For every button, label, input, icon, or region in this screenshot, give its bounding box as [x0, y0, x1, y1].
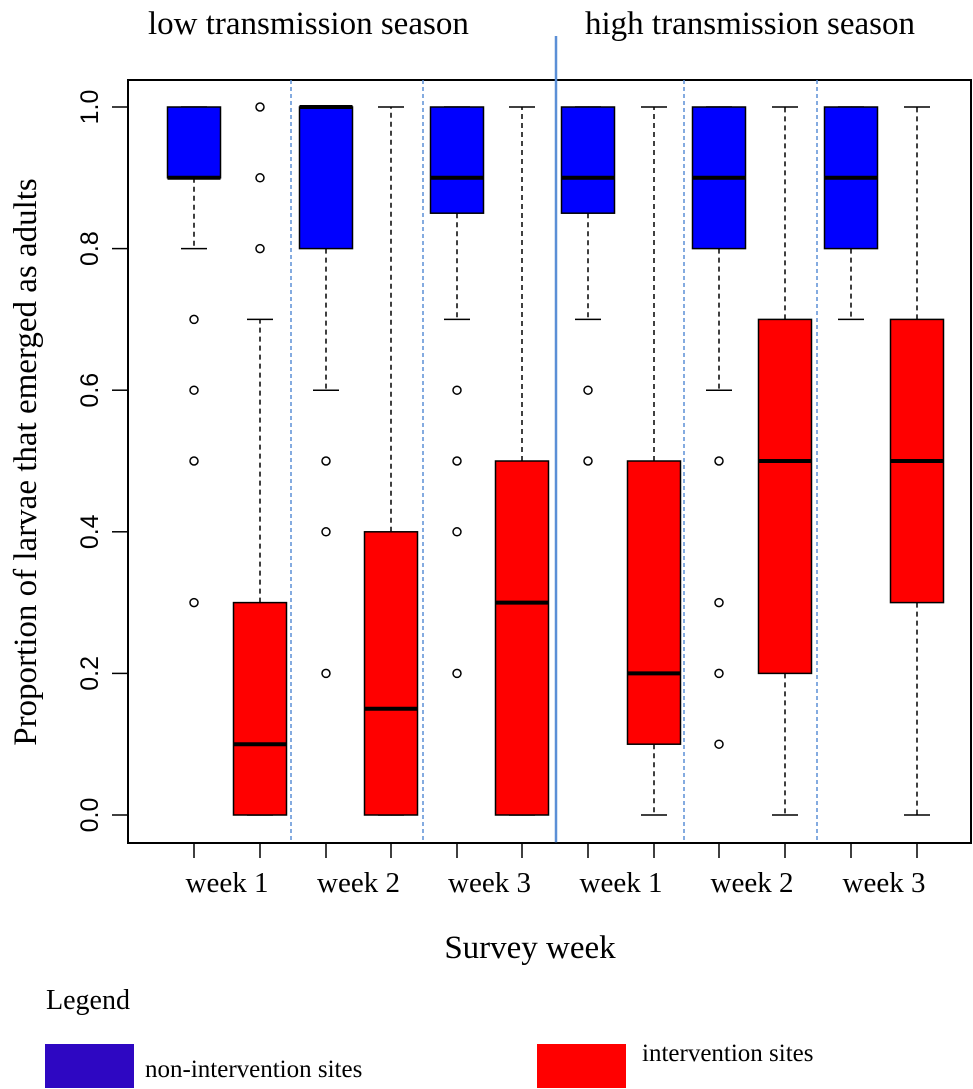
- x-tick-label: week 2: [317, 867, 400, 899]
- axis-layer: 0.0 0.2 0.4 0.6 0.8 1.0 week 1 week 2 week 3 week…: [76, 90, 925, 899]
- outlier-point: [321, 668, 331, 679]
- y-tick-label: 1.0: [76, 90, 104, 125]
- box-body: [626, 460, 682, 745]
- box-body: [494, 460, 550, 816]
- box-body: [429, 106, 485, 214]
- outlier-point: [255, 243, 265, 254]
- non-intervention-box-6: [823, 106, 879, 321]
- box-body: [757, 318, 813, 675]
- y-tick-label: 0.0: [76, 798, 104, 833]
- outlier-point: [321, 527, 331, 537]
- x-tick-label: week 2: [711, 867, 794, 899]
- intervention-box-6: [889, 106, 945, 816]
- season-label-low: low transmission season: [148, 6, 469, 42]
- separator-layer: [290, 36, 818, 843]
- legend-label-intervention: intervention sites: [642, 1040, 814, 1067]
- intervention-box-5: [757, 106, 813, 816]
- legend-swatch-intervention: [537, 1044, 626, 1088]
- outlier-point: [714, 668, 724, 679]
- box-body: [232, 601, 288, 816]
- outlier-point: [583, 456, 593, 466]
- non-intervention-box-2: [298, 105, 354, 679]
- x-axis-label: Survey week: [444, 930, 616, 966]
- outlier-point: [189, 385, 199, 395]
- y-tick-label: 0.6: [76, 373, 104, 408]
- non-intervention-box-1: [166, 106, 222, 608]
- outlier-point: [452, 456, 462, 466]
- non-intervention-box-3: [429, 106, 485, 679]
- outlier-point: [714, 597, 724, 608]
- intervention-box-2: [363, 106, 419, 816]
- intervention-box-4: [626, 106, 682, 816]
- outlier-point: [189, 314, 199, 325]
- non-intervention-box-4: [560, 106, 616, 466]
- box-body: [298, 106, 354, 250]
- box-body: [560, 106, 616, 214]
- boxplot-chart: 0.0 0.2 0.4 0.6 0.8 1.0 week 1 week 2 week 3 week…: [8, 36, 972, 966]
- legend-label-non-intervention: non-intervention sites: [145, 1056, 363, 1083]
- y-tick-label: 0.8: [76, 231, 104, 266]
- outlier-point: [452, 668, 462, 679]
- box-layer: [166, 102, 945, 816]
- outlier-point: [189, 597, 199, 608]
- outlier-point: [255, 173, 265, 183]
- intervention-box-3: [494, 106, 550, 816]
- non-intervention-box-5: [691, 106, 747, 749]
- box-body: [166, 106, 222, 179]
- outlier-point: [321, 456, 331, 466]
- x-tick-label: week 3: [843, 867, 926, 899]
- legend-title: Legend: [46, 985, 130, 1016]
- y-axis-label: Proportion of larvae that emerged as adu…: [8, 178, 44, 746]
- outlier-point: [714, 739, 724, 749]
- legend-swatch-non-intervention: [45, 1044, 134, 1088]
- season-label-high: high transmission season: [585, 6, 915, 42]
- y-tick-label: 0.4: [76, 514, 104, 549]
- outlier-point: [452, 385, 462, 395]
- y-tick-label: 0.2: [76, 656, 104, 691]
- outlier-point: [714, 456, 724, 466]
- x-tick-label: week 1: [186, 867, 269, 899]
- x-tick-label: week 1: [580, 867, 663, 899]
- outlier-point: [255, 102, 265, 112]
- outlier-point: [583, 385, 593, 395]
- box-body: [363, 531, 419, 816]
- outlier-point: [452, 527, 462, 537]
- intervention-box-1: [232, 102, 288, 816]
- outlier-point: [189, 456, 199, 466]
- x-tick-label: week 3: [448, 867, 531, 899]
